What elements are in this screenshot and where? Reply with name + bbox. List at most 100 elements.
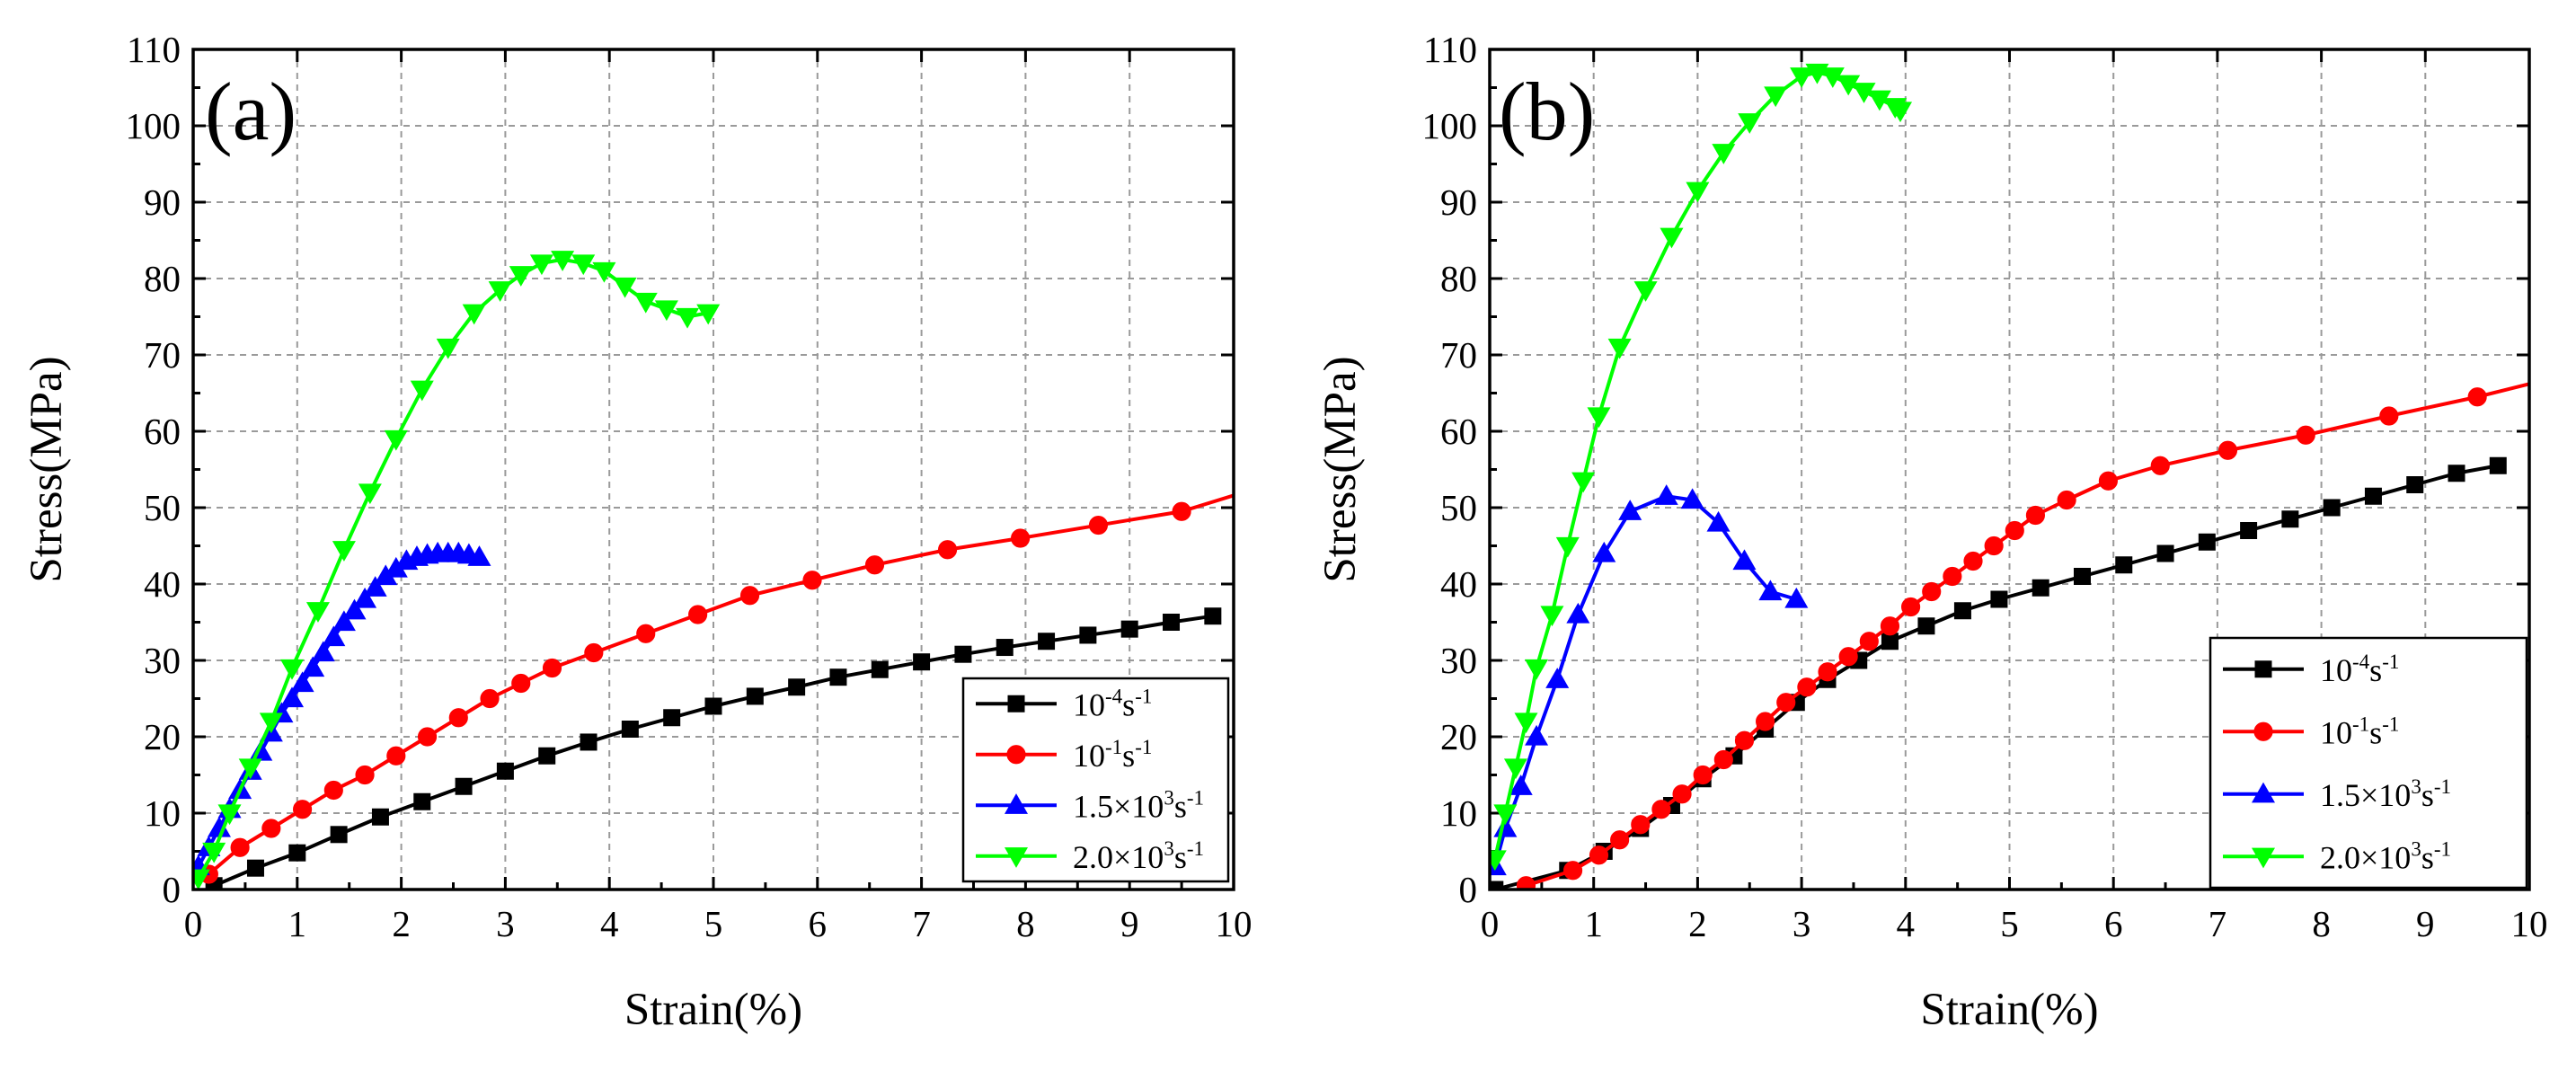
- series-10e-1-point: [2467, 387, 2487, 407]
- series-1.5e3-point: [1654, 484, 1678, 505]
- legend-label-superscript: -1: [2352, 713, 2369, 735]
- y-tick-label: 40: [1440, 563, 1477, 605]
- legend-label: 1.5×103s-1: [2320, 775, 2451, 813]
- series-2.0e3-point: [217, 804, 242, 826]
- series-10e-1-point: [2150, 456, 2170, 475]
- series-10e-4-point: [496, 762, 514, 780]
- series-2.0e3-point: [488, 281, 512, 302]
- series-10e-1-point: [1562, 861, 1583, 881]
- series-2.0e3-point: [571, 254, 596, 276]
- series-1.5e3-point: [1592, 541, 1616, 562]
- series-2.0e3-point: [551, 251, 575, 271]
- series-10e-1-point: [2098, 471, 2118, 491]
- y-tick-label: 10: [144, 792, 181, 834]
- series-1.5e3-point: [332, 610, 356, 632]
- series-2.0e3-point: [1514, 713, 1538, 734]
- series-2.0e3-point: [1764, 86, 1788, 108]
- series-1.5e3-point: [342, 598, 367, 620]
- legend-label-superscript: -1: [2382, 651, 2399, 673]
- series-10e-1-point: [1734, 730, 1755, 750]
- y-axis-label: Stress(MPa): [1315, 356, 1366, 582]
- series-10e-1-point: [688, 605, 708, 624]
- legend-entry: 10-4s-1: [976, 685, 1152, 722]
- series-1.5e3-point: [353, 587, 377, 608]
- legend-marker: [2251, 847, 2276, 869]
- series-2.0e3-point: [1587, 407, 1611, 429]
- x-tick-label: 8: [2312, 903, 2331, 944]
- legend-label-base: 10: [1073, 738, 1105, 774]
- legend-label-base: s: [1122, 738, 1135, 774]
- x-tick-label: 1: [1584, 903, 1603, 944]
- series-2.0e3-point: [676, 307, 700, 329]
- series-10e-4-point: [829, 668, 847, 686]
- x-tick-label: 10: [2511, 903, 2548, 944]
- series-10e-4-point: [2032, 579, 2049, 597]
- y-tick-label: 30: [144, 640, 181, 681]
- series-10e-1-point: [1963, 551, 1983, 571]
- y-tick-label: 90: [144, 181, 181, 223]
- series-2.0e3-point: [1540, 606, 1564, 627]
- legend-entry: 2.0×103s-1: [2223, 837, 2451, 875]
- x-tick-label: 1: [288, 903, 307, 944]
- series-10e-4-point: [2073, 568, 2091, 585]
- series-1.5e3-point: [1509, 774, 1533, 795]
- legend-label-base: s: [2421, 777, 2434, 813]
- legend-label-base: 1.5×10: [1073, 788, 1164, 824]
- series-10e-1-point: [323, 780, 343, 801]
- series-layer: [1490, 63, 2529, 890]
- y-tick-label: 40: [144, 563, 181, 605]
- series-10e-4-point: [746, 687, 764, 705]
- y-tick-label: 20: [144, 716, 181, 757]
- series-2.0e3-point: [509, 266, 533, 287]
- series-10e-1-point: [802, 571, 822, 590]
- series-1.5e3-point: [1525, 724, 1549, 746]
- series-10e-1-point: [1880, 616, 1900, 636]
- series-10e-1-point: [1838, 647, 1858, 667]
- legend-label-superscript: -1: [1187, 837, 1204, 860]
- series-10e-1-point: [1651, 800, 1671, 819]
- series-2.0e3-point: [1525, 659, 1549, 680]
- legend-label-superscript: 3: [1164, 786, 1174, 809]
- series-10e-4-point: [371, 808, 389, 826]
- x-tick-label: 4: [1897, 903, 1916, 944]
- series-2.0e3-point: [613, 277, 637, 298]
- legend-label-superscript: 3: [2411, 775, 2421, 798]
- series-1.5e3-point: [1732, 549, 1757, 571]
- legend-marker: [2254, 660, 2272, 678]
- y-tick-label: 90: [1440, 181, 1477, 223]
- series-10e-1-point: [1631, 815, 1651, 835]
- series-10e-4-point: [663, 709, 681, 727]
- legend-marker: [1006, 745, 1026, 765]
- series-2.0e3-point: [1712, 144, 1736, 164]
- series-2.0e3-point: [1738, 113, 1762, 134]
- series-10e-1-point: [1693, 765, 1713, 785]
- y-tick-label: 70: [1440, 334, 1477, 376]
- series-10e-4-point: [2281, 510, 2299, 528]
- series-10e-1-point: [864, 555, 885, 575]
- x-tick-label: 2: [1688, 903, 1707, 944]
- series-10e-1-point: [1589, 845, 1609, 865]
- series-10e-4-point: [2156, 544, 2174, 562]
- legend-label-base: 1.5×10: [2320, 777, 2411, 813]
- series-10e-1-point: [1797, 677, 1817, 697]
- series-10e-4-point: [1163, 614, 1181, 631]
- series-10e-1-point: [1088, 515, 1109, 536]
- series-2.0e3-point: [1686, 181, 1710, 203]
- series-10e-4-point: [2406, 476, 2424, 493]
- series-10e-4-point: [913, 653, 931, 671]
- series-2.0e3-point: [358, 483, 382, 505]
- series-2.0e3-point: [193, 869, 210, 890]
- series-10e-1-point: [739, 586, 760, 606]
- series-1.5e3-point: [301, 656, 325, 677]
- legend-label-base: 10: [2320, 652, 2352, 688]
- x-tick-label: 2: [392, 903, 411, 944]
- series-1.5e3-point: [1758, 580, 1783, 601]
- y-tick-label: 0: [1459, 869, 1478, 910]
- series-10e-1-point: [293, 800, 313, 819]
- series-10e-1-point: [386, 746, 406, 766]
- series-2.0e3-point: [259, 713, 283, 734]
- legend-entry: 1.5×103s-1: [2223, 775, 2451, 813]
- series-1.5e3-point: [1706, 510, 1731, 532]
- series-10e-4-point: [1990, 590, 2008, 608]
